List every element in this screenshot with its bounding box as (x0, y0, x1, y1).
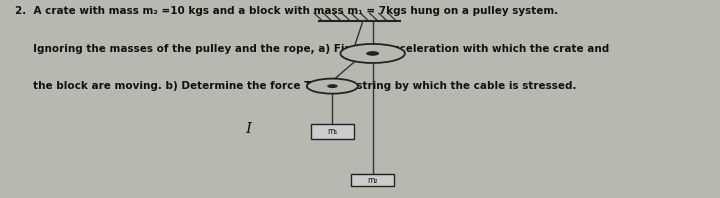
Text: Ignoring the masses of the pulley and the rope, a) Find the acceleration with wh: Ignoring the masses of the pulley and th… (15, 44, 609, 54)
Circle shape (328, 85, 337, 88)
Bar (351, 174, 395, 186)
Circle shape (367, 52, 379, 55)
Text: m₂: m₂ (367, 176, 378, 185)
Circle shape (341, 44, 405, 63)
Bar (310, 124, 354, 139)
Text: I: I (246, 122, 251, 136)
Circle shape (307, 79, 358, 94)
Text: m₁: m₁ (327, 127, 338, 136)
Text: 2.  A crate with mass m₂ =10 kgs and a block with mass m₁ = 7kgs hung on a pulle: 2. A crate with mass m₂ =10 kgs and a bl… (15, 6, 558, 16)
Text: the block are moving. b) Determine the force T on the string by which the cable : the block are moving. b) Determine the f… (15, 81, 576, 91)
